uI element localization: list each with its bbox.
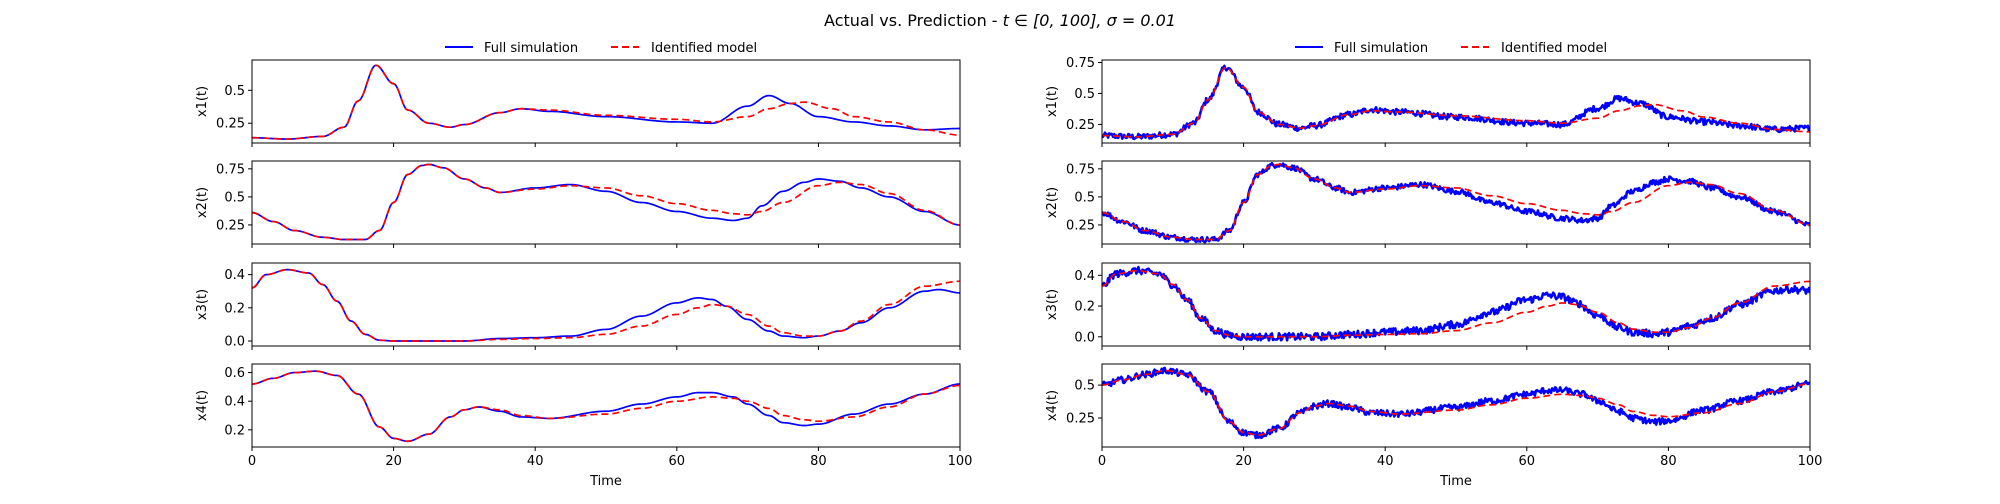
- x-tick-label: 80: [1660, 454, 1677, 469]
- legend-full-label: Full simulation: [484, 41, 578, 56]
- subplot-x3t: 0.0 0.2 0.4 x3(t): [195, 262, 961, 350]
- subplot-x1t: 0.25 0.5 x1(t): [195, 59, 961, 147]
- series-full-simulation: [252, 370, 960, 443]
- y-axis-label: x4(t): [195, 390, 210, 421]
- subplot-x1t: 0.25 0.5 0.75 x1(t): [1045, 56, 1811, 147]
- legend: Full simulation Identified model: [445, 41, 757, 56]
- y-tick-label: 0.0: [224, 335, 245, 350]
- series-identified-model: [252, 268, 960, 342]
- axes-frame: [1101, 59, 1811, 144]
- y-tick-label: 0.4: [1074, 269, 1095, 284]
- y-tick-label: 0.5: [1074, 190, 1095, 205]
- y-tick-label: 0.2: [224, 423, 245, 438]
- subplot-x2t: 0.25 0.5 0.75 x2(t): [195, 160, 961, 248]
- panel-right: Full simulation Identified model0.250.50.…: [1045, 41, 1822, 489]
- y-tick-label: 0.25: [1066, 118, 1095, 133]
- y-tick-label: 0.75: [216, 162, 245, 177]
- axes-frame: [251, 160, 961, 245]
- axes-frame: [251, 262, 961, 347]
- y-tick-label: 0.2: [1074, 300, 1095, 315]
- y-tick-label: 0.5: [1074, 87, 1095, 102]
- y-tick-label: 0.75: [1066, 56, 1095, 71]
- x-tick-label: 20: [385, 454, 402, 469]
- series-full-simulation: [1102, 64, 1810, 141]
- x-axis-label: Time: [1439, 474, 1472, 489]
- legend-full-label: Full simulation: [1334, 41, 1428, 56]
- legend: Full simulation Identified model: [1295, 41, 1607, 56]
- series-full-simulation: [252, 64, 960, 140]
- y-tick-label: 0.0: [1074, 330, 1095, 345]
- series-full-simulation: [1102, 366, 1810, 440]
- y-axis-label: x3(t): [1045, 289, 1060, 320]
- y-axis-label: x4(t): [1045, 390, 1060, 421]
- subplot-x4t: 0.25 0.5 x4(t) 0 20 40 60 80 100 Time: [1045, 363, 1823, 489]
- axes-frame: [251, 59, 961, 144]
- y-axis-label: x2(t): [1045, 187, 1060, 218]
- y-tick-label: 0.5: [1074, 379, 1095, 394]
- y-axis-label: x3(t): [195, 289, 210, 320]
- series-identified-model: [252, 370, 960, 443]
- series-full-simulation: [252, 163, 960, 241]
- figure-title-prefix: Actual vs. Prediction -: [824, 11, 1003, 30]
- x-tick-label: 40: [1377, 454, 1394, 469]
- legend-model-label: Identified model: [1501, 41, 1607, 56]
- axes-frame: [1101, 262, 1811, 347]
- y-tick-label: 0.4: [224, 395, 245, 410]
- axes-frame: [251, 363, 961, 448]
- x-tick-label: 100: [948, 454, 973, 469]
- series-identified-model: [252, 64, 960, 140]
- series-identified-model: [1102, 369, 1810, 436]
- series-full-simulation: [252, 268, 960, 342]
- x-tick-label: 40: [527, 454, 544, 469]
- x-tick-label: 0: [1098, 454, 1106, 469]
- y-tick-label: 0.6: [224, 366, 245, 381]
- y-tick-label: 0.25: [216, 218, 245, 233]
- series-full-simulation: [1102, 265, 1810, 342]
- y-tick-label: 0.75: [1066, 162, 1095, 177]
- series-identified-model: [1102, 269, 1810, 338]
- x-tick-label: 60: [669, 454, 686, 469]
- subplot-x3t: 0.0 0.2 0.4 x3(t): [1045, 262, 1811, 350]
- subplot-x4t: 0.2 0.4 0.6 x4(t) 0 20 40 60 80 100 Time: [195, 363, 973, 489]
- y-axis-label: x1(t): [1045, 86, 1060, 117]
- series-identified-model: [252, 163, 960, 241]
- axes-frame: [1101, 363, 1811, 448]
- series-full-simulation: [1102, 161, 1810, 244]
- y-tick-label: 0.25: [1066, 412, 1095, 427]
- subplot-x2t: 0.25 0.5 0.75 x2(t): [1045, 160, 1811, 248]
- y-axis-label: x1(t): [195, 86, 210, 117]
- figure-title: Actual vs. Prediction - t ∈ [0, 100], σ …: [824, 11, 1176, 30]
- y-tick-label: 0.4: [224, 268, 245, 283]
- axes-frame: [1101, 160, 1811, 245]
- y-tick-label: 0.5: [224, 190, 245, 205]
- y-axis-label: x2(t): [195, 187, 210, 218]
- series-identified-model: [1102, 163, 1810, 241]
- x-tick-label: 80: [810, 454, 827, 469]
- y-tick-label: 0.25: [1066, 218, 1095, 233]
- x-axis-label: Time: [589, 474, 622, 489]
- legend-model-label: Identified model: [651, 41, 757, 56]
- panel-left: Full simulation Identified model 0.25 0.5 x1…: [195, 41, 972, 489]
- figure-title-math: t ∈ [0, 100], σ = 0.01: [1003, 11, 1176, 30]
- x-tick-label: 60: [1519, 454, 1536, 469]
- x-tick-label: 20: [1235, 454, 1252, 469]
- series-identified-model: [1102, 66, 1810, 138]
- y-tick-label: 0.2: [224, 301, 245, 316]
- y-tick-label: 0.5: [224, 84, 245, 99]
- y-tick-label: 0.25: [216, 117, 245, 132]
- x-tick-label: 0: [248, 454, 256, 469]
- panels: Full simulation Identified model 0.25 0.5 x1…: [195, 41, 1822, 489]
- x-tick-label: 100: [1798, 454, 1823, 469]
